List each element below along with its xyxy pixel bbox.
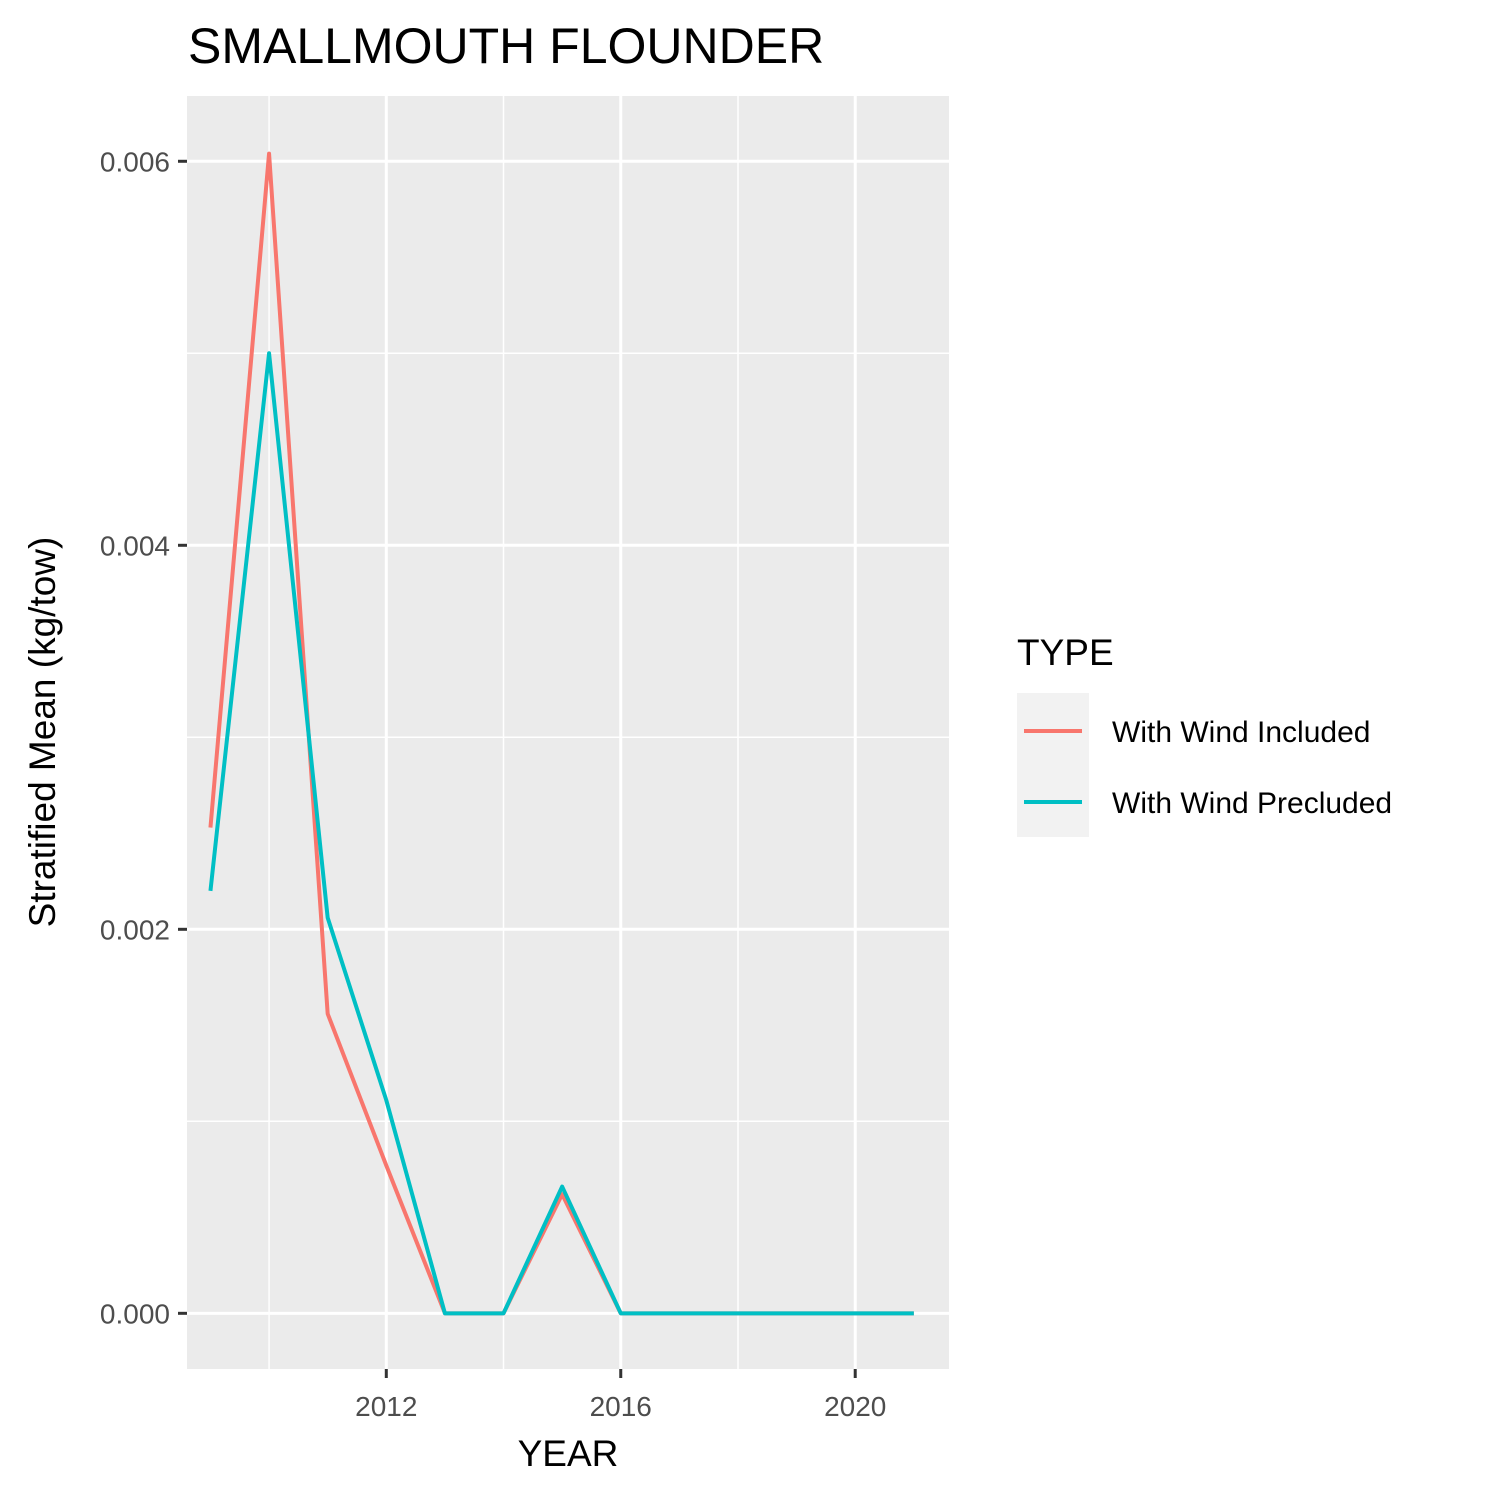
y-tick-label: 0.006 (100, 146, 170, 177)
y-tick-label: 0.004 (100, 530, 170, 561)
legend: TYPE With Wind Included With Wind Preclu… (1017, 632, 1392, 837)
x-tick-label: 2016 (590, 1391, 652, 1422)
legend-title: TYPE (1017, 632, 1114, 673)
series-lines (208, 151, 914, 1316)
y-tick-label: 0.002 (100, 914, 170, 945)
plot-panel (187, 96, 949, 1369)
x-tick-label: 2020 (824, 1391, 886, 1422)
axis-ticks (178, 159, 857, 1378)
legend-key-background (1017, 693, 1089, 837)
y-axis-tick-labels: 0.000 0.002 0.004 0.006 (100, 146, 170, 1329)
legend-label-with-wind-precluded: With Wind Precluded (1112, 787, 1392, 820)
x-tick-label: 2012 (355, 1391, 417, 1422)
y-tick-label: 0.000 (100, 1298, 170, 1329)
chart-title: SMALLMOUTH FLOUNDER (188, 18, 824, 74)
y-axis-title: Stratified Mean (kg/tow) (22, 537, 63, 928)
x-axis-tick-labels: 2012 2016 2020 (355, 1391, 886, 1422)
minor-gridlines (187, 96, 949, 1369)
series-line-with-wind-precluded (208, 351, 914, 1316)
major-gridlines (187, 96, 949, 1369)
x-axis-title: YEAR (518, 1433, 619, 1474)
legend-label-with-wind-included: With Wind Included (1112, 716, 1370, 749)
